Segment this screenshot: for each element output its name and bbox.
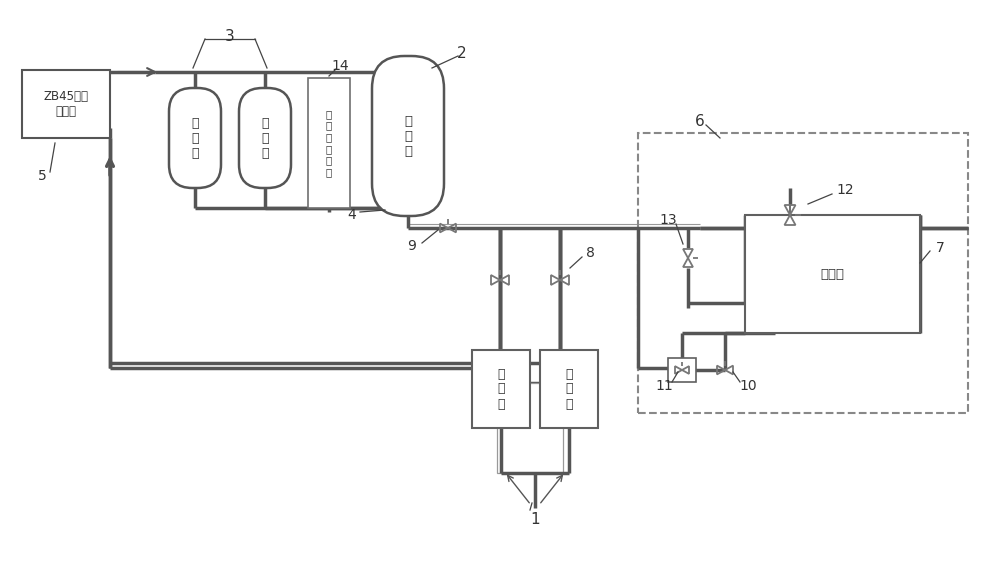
Text: 3: 3 (225, 28, 235, 44)
Bar (540, 350, 598, 428)
Text: 12: 12 (836, 183, 854, 197)
Bar (22, 70, 110, 138)
Bar (308, 78, 350, 208)
Bar (472, 350, 530, 428)
Text: 6: 6 (695, 114, 705, 128)
Text: 4: 4 (348, 208, 356, 222)
Bar (497, 383, 563, 473)
Text: 真
空
泵: 真 空 泵 (497, 367, 505, 411)
Text: 7: 7 (936, 241, 944, 255)
Text: 过
滤
器: 过 滤 器 (261, 116, 269, 160)
Text: 13: 13 (659, 213, 677, 227)
Text: 1: 1 (530, 512, 540, 528)
FancyBboxPatch shape (169, 88, 221, 188)
Bar (668, 358, 696, 382)
Text: 10: 10 (739, 379, 757, 393)
Text: 过
滤
器: 过 滤 器 (191, 116, 199, 160)
Text: 2: 2 (457, 45, 467, 61)
Text: 玻
璃
管
液
位
计: 玻 璃 管 液 位 计 (326, 109, 332, 177)
Text: 真
空
泵: 真 空 泵 (565, 367, 573, 411)
Text: 5: 5 (38, 169, 46, 183)
FancyBboxPatch shape (372, 56, 444, 216)
FancyBboxPatch shape (239, 88, 291, 188)
Text: 9: 9 (408, 239, 416, 253)
Text: 缓
冲
罐: 缓 冲 罐 (404, 115, 412, 157)
Text: 8: 8 (586, 246, 594, 260)
Text: 贮液罐: 贮液罐 (820, 268, 844, 281)
Bar (745, 215, 920, 333)
Bar (638, 133, 968, 413)
Text: 11: 11 (655, 379, 673, 393)
Text: 14: 14 (331, 59, 349, 73)
Text: ZB45卷烟
包装机: ZB45卷烟 包装机 (44, 90, 89, 118)
